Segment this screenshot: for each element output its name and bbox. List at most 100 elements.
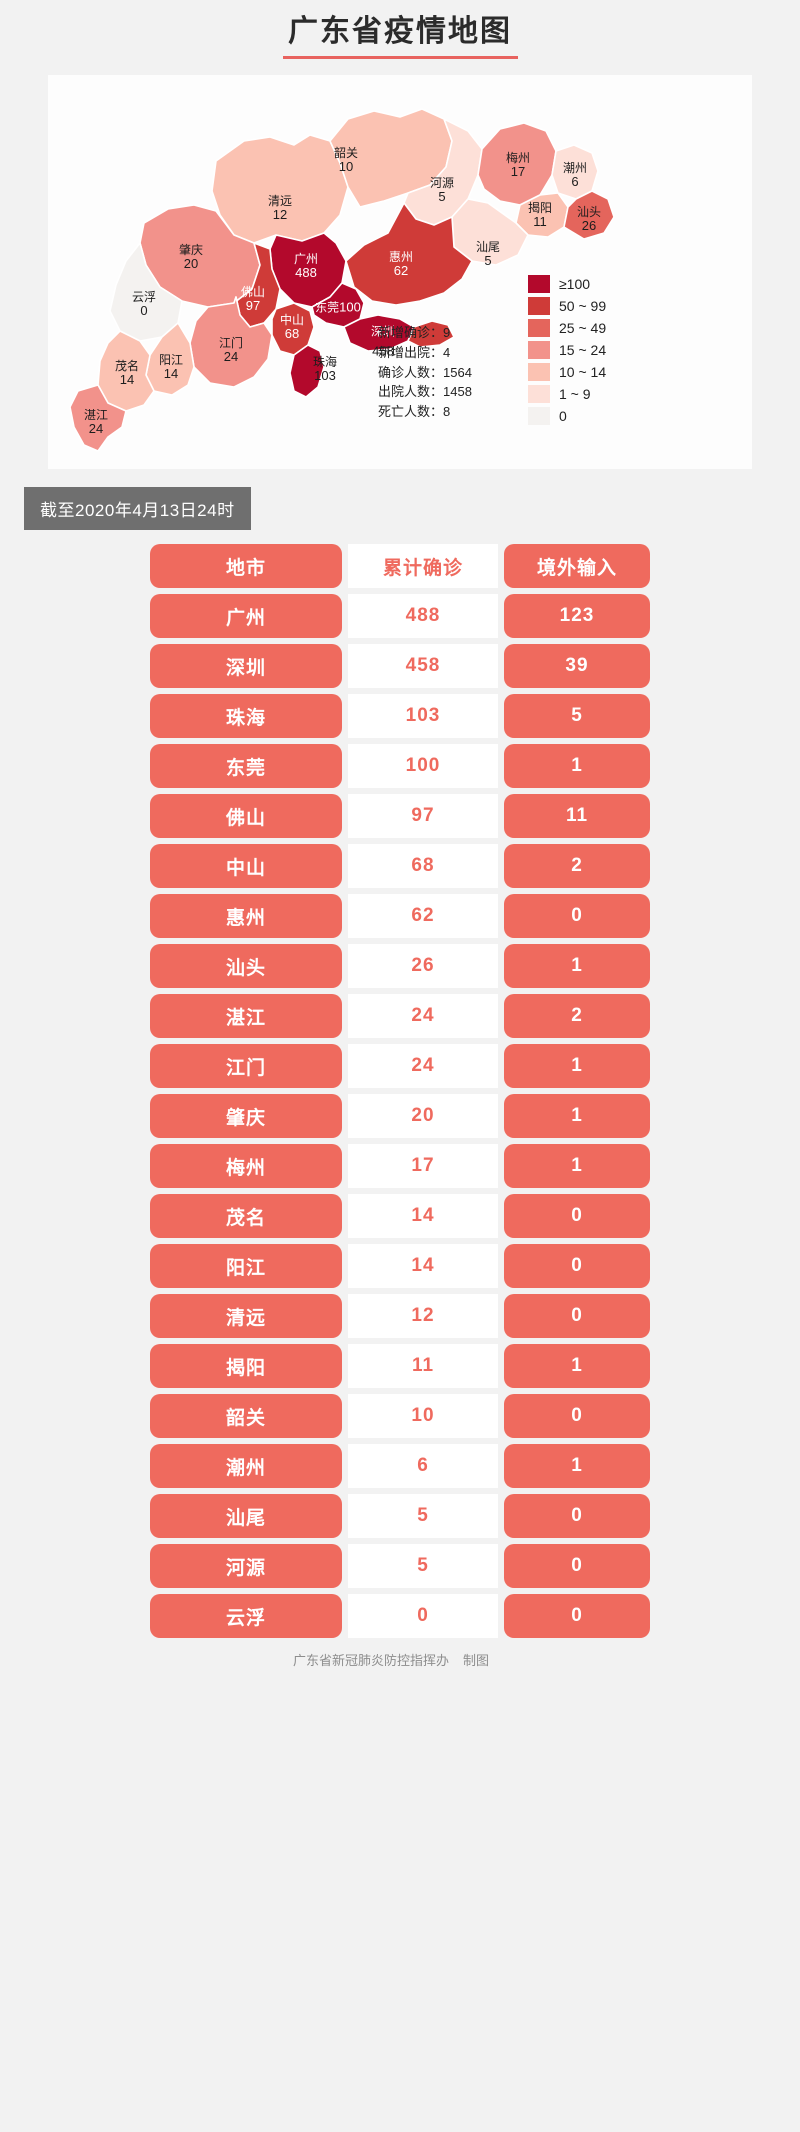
table-row: 清远 12 0 bbox=[150, 1294, 650, 1338]
legend-row: 25 ~ 49 bbox=[528, 317, 606, 339]
cell-city: 茂名 bbox=[150, 1194, 342, 1238]
cell-imported: 1 bbox=[504, 1344, 650, 1388]
cell-total: 11 bbox=[348, 1344, 498, 1388]
cell-total: 0 bbox=[348, 1594, 498, 1638]
cell-total: 6 bbox=[348, 1444, 498, 1488]
cell-imported: 1 bbox=[504, 744, 650, 788]
cell-total: 488 bbox=[348, 594, 498, 638]
table-row: 东莞 100 1 bbox=[150, 744, 650, 788]
date-banner: 截至2020年4月13日24时 bbox=[24, 487, 251, 530]
table-row: 深圳 458 39 bbox=[150, 644, 650, 688]
cell-imported: 5 bbox=[504, 694, 650, 738]
table-row: 茂名 14 0 bbox=[150, 1194, 650, 1238]
cell-imported: 1 bbox=[504, 944, 650, 988]
cell-imported: 1 bbox=[504, 1144, 650, 1188]
date-banner-wrap: 截至2020年4月13日24时 bbox=[0, 469, 800, 530]
map-region-qingyuan bbox=[211, 134, 349, 244]
map-region-maoming bbox=[97, 330, 155, 412]
cell-total: 20 bbox=[348, 1094, 498, 1138]
cell-total: 100 bbox=[348, 744, 498, 788]
cases-table: 地市 累计确诊 境外输入 广州 488 123 深圳 458 39 珠海 103… bbox=[150, 544, 650, 1638]
cell-total: 17 bbox=[348, 1144, 498, 1188]
footer-credit: 制图 bbox=[463, 1653, 490, 1668]
legend-row: 50 ~ 99 bbox=[528, 295, 606, 317]
cell-imported: 0 bbox=[504, 894, 650, 938]
cell-imported: 1 bbox=[504, 1044, 650, 1088]
legend-row: 10 ~ 14 bbox=[528, 361, 606, 383]
legend-swatch-icon bbox=[528, 407, 550, 425]
cell-total: 103 bbox=[348, 694, 498, 738]
cell-imported: 1 bbox=[504, 1444, 650, 1488]
title-block: 广东省疫情地图 bbox=[0, 0, 800, 59]
cell-city: 揭阳 bbox=[150, 1344, 342, 1388]
legend-label: 1 ~ 9 bbox=[559, 386, 591, 402]
table-row: 河源 5 0 bbox=[150, 1544, 650, 1588]
cell-city: 佛山 bbox=[150, 794, 342, 838]
legend-label: ≥100 bbox=[559, 276, 591, 292]
table-row: 云浮 0 0 bbox=[150, 1594, 650, 1638]
cell-city: 阳江 bbox=[150, 1244, 342, 1288]
cell-total: 24 bbox=[348, 1044, 498, 1088]
legend-swatch-icon bbox=[528, 385, 550, 403]
legend-swatch-icon bbox=[528, 363, 550, 381]
stat-total-discharged: 出院人数：1458 bbox=[378, 384, 472, 400]
cell-city: 清远 bbox=[150, 1294, 342, 1338]
cell-total: 62 bbox=[348, 894, 498, 938]
cell-imported: 123 bbox=[504, 594, 650, 638]
cell-imported: 0 bbox=[504, 1594, 650, 1638]
cell-city: 珠海 bbox=[150, 694, 342, 738]
map-region-zhanjiang bbox=[69, 384, 127, 452]
cell-imported: 0 bbox=[504, 1544, 650, 1588]
legend-row: 1 ~ 9 bbox=[528, 383, 606, 405]
table-row: 惠州 62 0 bbox=[150, 894, 650, 938]
cell-total: 97 bbox=[348, 794, 498, 838]
cell-total: 458 bbox=[348, 644, 498, 688]
map-region-yunfu bbox=[109, 242, 183, 342]
footer: 广东省新冠肺炎防控指挥办 制图 bbox=[0, 1650, 800, 1683]
title-underline bbox=[282, 56, 518, 59]
table-row: 阳江 14 0 bbox=[150, 1244, 650, 1288]
cell-city: 深圳 bbox=[150, 644, 342, 688]
table-header-city: 地市 bbox=[150, 544, 342, 588]
table-row: 潮州 6 1 bbox=[150, 1444, 650, 1488]
legend-label: 15 ~ 24 bbox=[559, 342, 607, 358]
cell-total: 5 bbox=[348, 1544, 498, 1588]
stat-new-discharged: 新增出院：4 bbox=[378, 344, 451, 360]
page-title: 广东省疫情地图 bbox=[288, 15, 512, 48]
cell-total: 26 bbox=[348, 944, 498, 988]
cell-total: 14 bbox=[348, 1244, 498, 1288]
cell-city: 梅州 bbox=[150, 1144, 342, 1188]
cell-city: 汕头 bbox=[150, 944, 342, 988]
map-region-coast-filler bbox=[407, 320, 455, 348]
map-region-meizhou bbox=[477, 122, 557, 206]
cell-city: 云浮 bbox=[150, 1594, 342, 1638]
table-row: 湛江 24 2 bbox=[150, 994, 650, 1038]
cell-total: 14 bbox=[348, 1194, 498, 1238]
guangdong-choropleth-map bbox=[69, 108, 615, 452]
cell-city: 湛江 bbox=[150, 994, 342, 1038]
cell-imported: 0 bbox=[504, 1494, 650, 1538]
legend-row: 0 bbox=[528, 405, 606, 427]
legend-label: 10 ~ 14 bbox=[559, 364, 607, 380]
cell-total: 68 bbox=[348, 844, 498, 888]
cell-city: 河源 bbox=[150, 1544, 342, 1588]
legend-swatch-icon bbox=[528, 341, 550, 359]
map-legend: ≥100 50 ~ 99 25 ~ 49 15 ~ 24 10 ~ 14 1 ~… bbox=[528, 273, 606, 427]
table-row: 汕尾 5 0 bbox=[150, 1494, 650, 1538]
table-row: 江门 24 1 bbox=[150, 1044, 650, 1088]
cell-imported: 1 bbox=[504, 1094, 650, 1138]
table-row: 揭阳 11 1 bbox=[150, 1344, 650, 1388]
cell-city: 惠州 bbox=[150, 894, 342, 938]
table-row: 汕头 26 1 bbox=[150, 944, 650, 988]
legend-label: 25 ~ 49 bbox=[559, 320, 607, 336]
legend-row: 15 ~ 24 bbox=[528, 339, 606, 361]
table-row: 中山 68 2 bbox=[150, 844, 650, 888]
table-header-total: 累计确诊 bbox=[348, 544, 498, 588]
cell-imported: 2 bbox=[504, 844, 650, 888]
stat-total-deaths: 死亡人数：8 bbox=[378, 404, 451, 419]
table-row: 肇庆 20 1 bbox=[150, 1094, 650, 1138]
legend-swatch-icon bbox=[528, 319, 550, 337]
map-summary-stats: 新增确诊：9 新增出院：4 确诊人数：1564 出院人数：1458 死亡人数：8 bbox=[378, 323, 472, 422]
cell-imported: 39 bbox=[504, 644, 650, 688]
